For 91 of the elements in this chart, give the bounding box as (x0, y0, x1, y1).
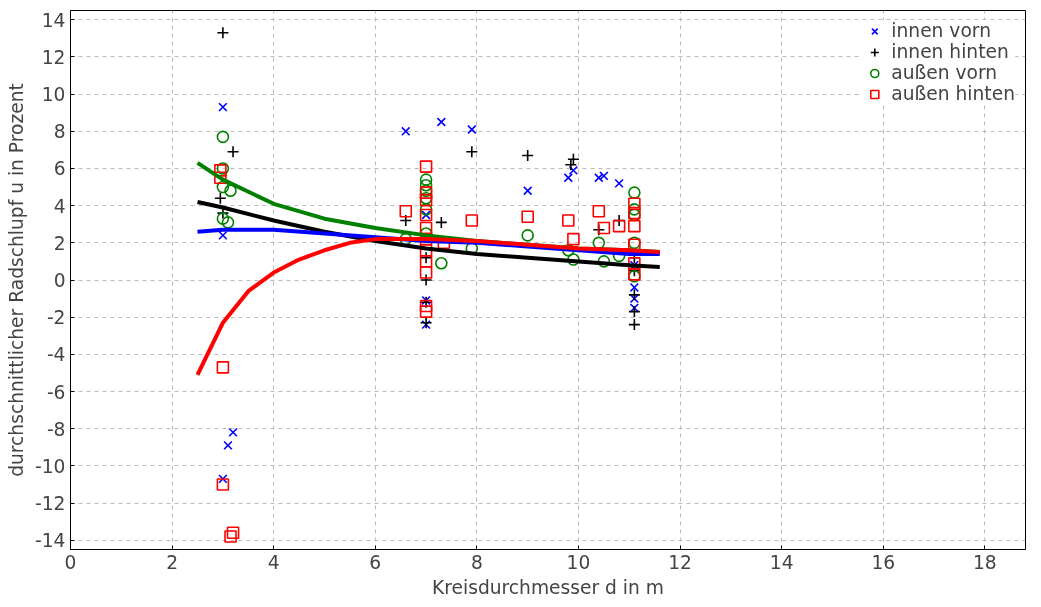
point (226, 526, 240, 540)
x-axis-title: Kreisdurchmesser d in m (432, 576, 664, 598)
point (216, 478, 230, 491)
x-tick-label: 8 (470, 551, 483, 573)
y-axis-title: durchschnittlicher Radschlupf u in Prozent (6, 83, 28, 477)
point (628, 197, 641, 211)
point (218, 102, 228, 112)
y-tick-label: 12 (41, 46, 66, 68)
point (419, 305, 433, 318)
point (592, 236, 606, 250)
point (465, 214, 479, 227)
point (216, 212, 230, 225)
point (629, 303, 640, 313)
x-tick-label: 6 (369, 551, 382, 573)
point (226, 145, 240, 159)
legend-label: innen vorn (891, 20, 991, 41)
y-tick-label: -8 (46, 418, 66, 440)
y-tick-label: 10 (41, 84, 66, 106)
point (592, 204, 606, 218)
y-tick-label: -10 (35, 455, 66, 477)
point (436, 117, 447, 127)
point (419, 173, 433, 186)
point (419, 160, 433, 173)
point (419, 221, 433, 235)
x-tick-label: 16 (871, 551, 896, 573)
point (401, 126, 411, 136)
y-tick-label: -12 (35, 493, 66, 515)
point (567, 232, 580, 246)
point (216, 130, 230, 144)
point (399, 204, 413, 218)
point (419, 299, 433, 313)
x-tick-label: 10 (566, 551, 591, 573)
point (435, 256, 448, 270)
point (224, 530, 237, 543)
legend-label: außen hinten (891, 83, 1015, 104)
x-tick-label: 2 (166, 551, 179, 573)
point (628, 186, 641, 199)
y-tick-label: 6 (53, 158, 66, 180)
point (419, 203, 433, 216)
point (419, 251, 433, 264)
y-tick-label: -2 (46, 307, 66, 329)
point (224, 184, 237, 198)
point (419, 266, 433, 279)
point (221, 216, 235, 229)
y-tick-label: 4 (53, 195, 66, 217)
point (629, 282, 640, 293)
point (522, 186, 533, 196)
point (216, 180, 230, 194)
point (521, 149, 534, 162)
point (216, 26, 230, 40)
point (628, 219, 641, 233)
point (467, 124, 477, 135)
y-tick-label: 2 (53, 232, 66, 254)
point (567, 253, 580, 266)
point (597, 221, 611, 235)
point (218, 474, 228, 484)
point (568, 165, 579, 176)
point (435, 216, 448, 229)
x-tick-label: 4 (267, 551, 280, 573)
point (521, 229, 534, 242)
point (419, 178, 433, 192)
point (419, 273, 433, 287)
legend-label: außen vorn (891, 62, 998, 83)
x-tick-label: 14 (769, 551, 794, 573)
point (628, 318, 641, 331)
y-tick-label: -14 (35, 530, 66, 552)
point (465, 145, 479, 159)
point (218, 230, 228, 241)
point (592, 223, 606, 237)
point (214, 191, 227, 205)
point (228, 427, 238, 438)
y-tick-label: -6 (46, 381, 66, 403)
point (223, 440, 233, 451)
legend-label: innen hinten (891, 41, 1009, 62)
y-tick-label: 14 (41, 9, 66, 31)
point (628, 288, 641, 302)
y-tick-label: 8 (53, 121, 66, 143)
point (563, 173, 574, 183)
y-tick-label: -4 (46, 344, 66, 366)
point (419, 255, 433, 268)
x-tick-label: 18 (972, 551, 997, 573)
x-tick-label: 12 (668, 551, 692, 573)
point (216, 361, 230, 374)
point (614, 178, 624, 189)
point (612, 219, 626, 233)
y-tick-label: 0 (53, 270, 66, 291)
point (597, 255, 611, 268)
point (628, 305, 641, 318)
point (562, 214, 575, 227)
point (399, 214, 413, 227)
point (521, 210, 534, 224)
